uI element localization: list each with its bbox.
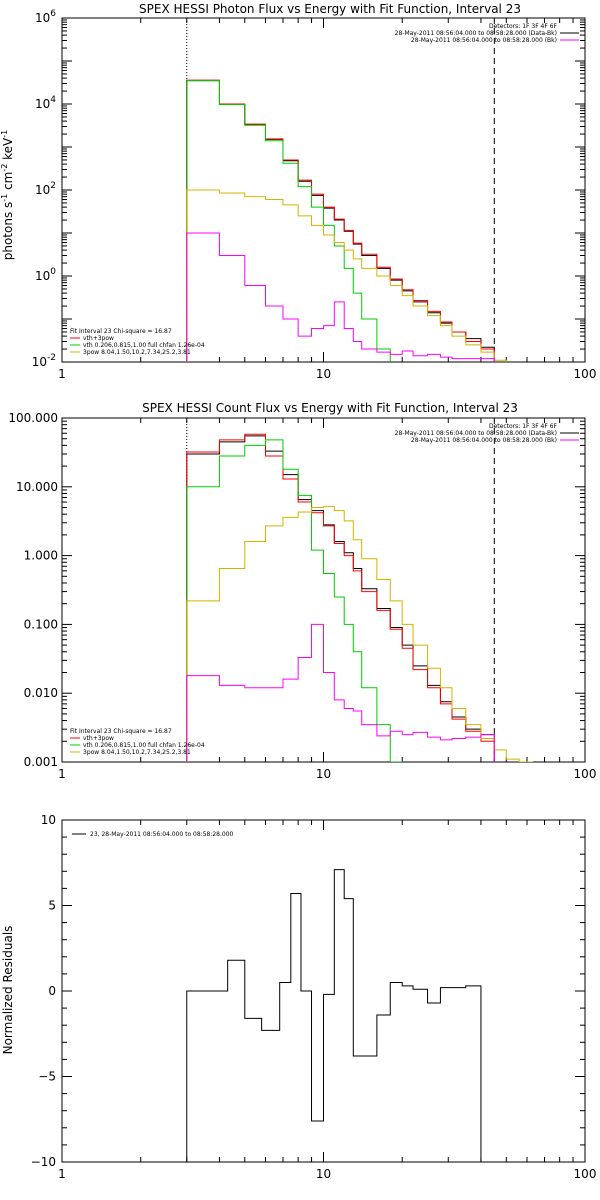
y-tick-label: 10 [41, 813, 56, 827]
legend-top-left-text: 23, 28-May-2011 08:56:04.000 to 08:58:28… [90, 831, 234, 838]
series-line [186, 623, 495, 762]
y-tick-base: 10 [35, 183, 50, 197]
legend-bottom-left-text: vth+3pow [83, 335, 114, 342]
y-tick-base: 10 [35, 11, 50, 25]
legend-top-right-text: 28-May-2011 08:56:04.000 to 08:58:28.000… [395, 30, 557, 37]
x-tick-label: 1 [58, 1167, 66, 1181]
residuals-y-axis-label: Normalized Residuals [1, 926, 15, 1055]
legend-bottom-left-text: vth+3pow [83, 735, 114, 742]
y-tick-label: 102 [35, 181, 56, 197]
series-line [186, 433, 495, 762]
y-tick-label: 104 [35, 95, 56, 111]
legend-bottom-left-text: vth 0.206,0.815,1.00 full chfan 1.26e-04 [83, 742, 205, 749]
x-tick-label: 100 [574, 1167, 597, 1181]
x-tick-label: 1 [58, 367, 66, 381]
legend-bottom-left-text: 3pow 8.04,1.50,10.2,7.34,25.2,3.81 [83, 349, 191, 356]
plot-frame [61, 417, 586, 763]
y-tick-label: 106 [35, 9, 56, 25]
legend-bottom-left-text: vth 0.206,0.815,1.00 full chfan 1.26e-04 [83, 342, 205, 349]
y-tick-exp: -2 [47, 353, 56, 363]
series-line [186, 79, 495, 362]
y-tick-label: −10 [31, 1155, 56, 1169]
plot-frame [61, 17, 586, 363]
legend-top-right-text: Detectors: 1F 3F 4F 6F [489, 423, 558, 430]
y-tick-label: 0 [48, 984, 56, 998]
photon-y-axis-label: photons s-1 cm-2 keV-1 [0, 130, 15, 261]
count-flux-panel: SPEX HESSI Count Flux vs Energy with Fit… [8, 401, 596, 781]
y-tick-label: 10.000 [16, 480, 58, 494]
ylabel-mid2: keV [1, 137, 15, 164]
legend-bottom-left-header: Fit Interval 23 Chi-square = 16.87 [70, 728, 172, 735]
legend-bottom-left-header: Fit Interval 23 Chi-square = 16.87 [70, 328, 172, 335]
x-tick-label: 10 [316, 1167, 331, 1181]
y-tick-label: 100.000 [8, 411, 58, 425]
x-tick-label: 100 [574, 367, 597, 381]
series-group [186, 18, 507, 362]
legend-top-right-text: Detectors: 1F 3F 4F 6F [489, 23, 558, 30]
series-line [186, 435, 495, 762]
y-tick-base: 10 [35, 269, 50, 283]
legend-bottom-left-text: 3pow 8.04,1.50,10.2,7.34,25.2,3.81 [83, 749, 191, 756]
y-tick-label: 100 [35, 267, 56, 283]
ylabel-mid: cm [1, 172, 15, 194]
x-tick-label: 100 [574, 767, 597, 781]
series-line [186, 80, 495, 362]
legend-top-right-text: 28-May-2011 08:56:04.000 to 08:58:28.000… [411, 37, 557, 44]
ylabel-base: photons s [1, 202, 15, 261]
count-plot-area: 1 10 100 0.001 0.010 0.100 1.000 10.000 100.000 D… [8, 411, 596, 781]
y-tick-label: 0.010 [24, 686, 58, 700]
y-tick-label: 10-2 [32, 353, 56, 369]
series-line [186, 439, 403, 762]
y-tick-label: 5 [48, 899, 56, 913]
y-tick-label: 0.001 [24, 755, 58, 769]
x-tick-label: 10 [316, 367, 331, 381]
series-line [186, 189, 507, 362]
legend-top-right-text: 28-May-2011 08:56:04.000 to 08:58:28.000… [411, 437, 557, 444]
series-line [186, 232, 495, 362]
ylabel-sup3: -1 [0, 130, 9, 138]
y-tick-exp: 0 [50, 267, 56, 277]
y-tick-base: 10 [32, 355, 47, 369]
y-tick-exp: 6 [50, 9, 56, 19]
series-group [186, 869, 482, 1162]
x-tick-label: 10 [316, 767, 331, 781]
photon-flux-panel: SPEX HESSI Photon Flux vs Energy with Fi… [0, 2, 596, 381]
x-tick-label: 1 [58, 767, 66, 781]
count-chart-title: SPEX HESSI Count Flux vs Energy with Fit… [142, 401, 518, 415]
legend-top-right-text: 28-May-2011 08:56:04.000 to 08:58:28.000… [395, 430, 557, 437]
y-tick-label: −5 [38, 1070, 56, 1084]
series-line [186, 80, 391, 362]
y-tick-label: 0.100 [24, 617, 58, 631]
series-group [186, 418, 534, 762]
y-tick-base: 10 [35, 97, 50, 111]
ylabel-sup1: -1 [0, 194, 9, 202]
series-line [186, 505, 534, 762]
residuals-panel: 1 10 100 −10 −5 0 5 10 23, 28-May-2011 08:56:04.… [1, 813, 596, 1181]
y-tick-exp: 2 [50, 181, 56, 191]
residuals-plot-area: 1 10 100 −10 −5 0 5 10 23, 28-May-2011 08:56:04.… [31, 813, 597, 1181]
ylabel-sup2: -2 [0, 164, 9, 172]
photon-chart-title: SPEX HESSI Photon Flux vs Energy with Fi… [139, 2, 521, 16]
series-line [186, 869, 482, 1162]
y-tick-exp: 4 [50, 95, 56, 105]
y-tick-label: 1.000 [24, 549, 58, 563]
